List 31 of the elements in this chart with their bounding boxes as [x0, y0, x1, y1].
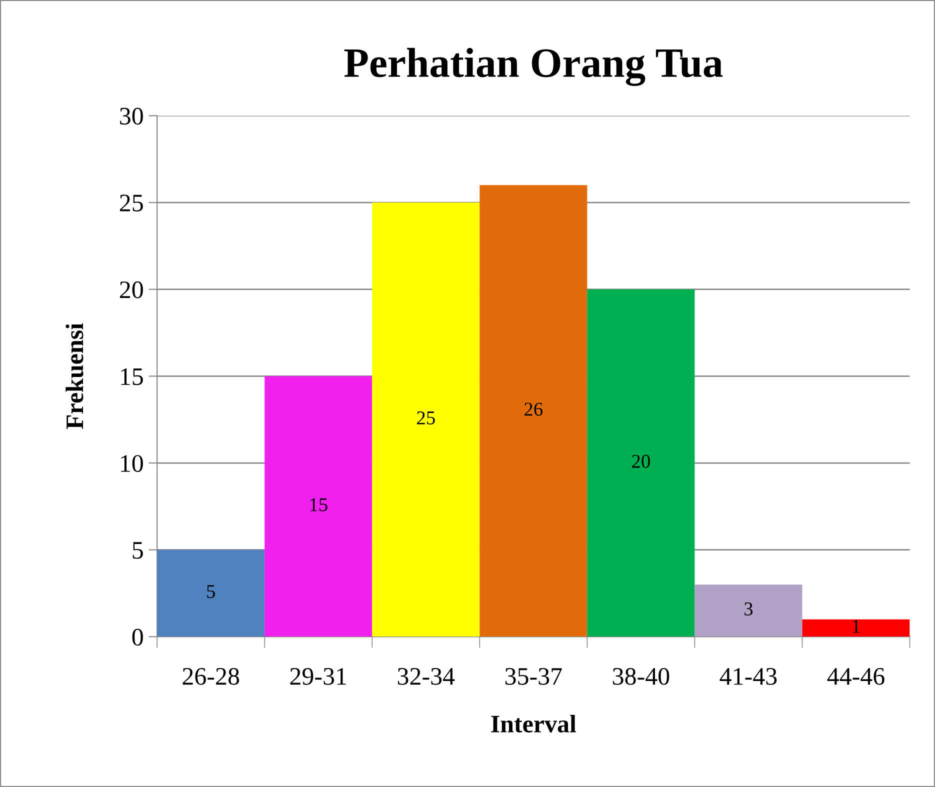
y-tick-label: 10 [121, 455, 143, 472]
x-tick-label: 35-37 [505, 668, 562, 685]
data-label: 26 [524, 402, 543, 416]
y-tick-label: 0 [132, 628, 143, 646]
bar [802, 619, 910, 637]
y-tick-label: 25 [120, 194, 143, 212]
y-tick-label: 20 [120, 281, 143, 298]
x-tick-label: 44-46 [827, 668, 884, 685]
x-tick-label: 29-31 [290, 668, 346, 685]
data-label: 1 [852, 620, 860, 633]
x-tick-label: 26-28 [182, 668, 240, 685]
y-tick-label: 30 [120, 108, 143, 125]
bar [372, 202, 480, 637]
data-label: 3 [744, 602, 753, 616]
y-axis-title: Frekuensi [66, 323, 84, 430]
data-label: 20 [632, 454, 650, 468]
data-label: 5 [207, 585, 215, 598]
y-tick-label: 15 [121, 368, 143, 386]
x-tick-label: 38-40 [612, 668, 670, 685]
bar [587, 289, 695, 637]
bar [694, 584, 802, 637]
bar [264, 376, 372, 637]
bar [480, 185, 588, 637]
data-label: 15 [310, 498, 328, 512]
x-tick-label: 32-34 [398, 668, 455, 685]
bar [157, 550, 265, 637]
data-label: 25 [417, 411, 435, 424]
x-axis-title: Interval [491, 714, 576, 733]
x-tick-label: 41-43 [720, 668, 777, 685]
y-tick-label: 5 [132, 542, 143, 559]
chart-title: Perhatian Orang Tua [344, 48, 723, 86]
